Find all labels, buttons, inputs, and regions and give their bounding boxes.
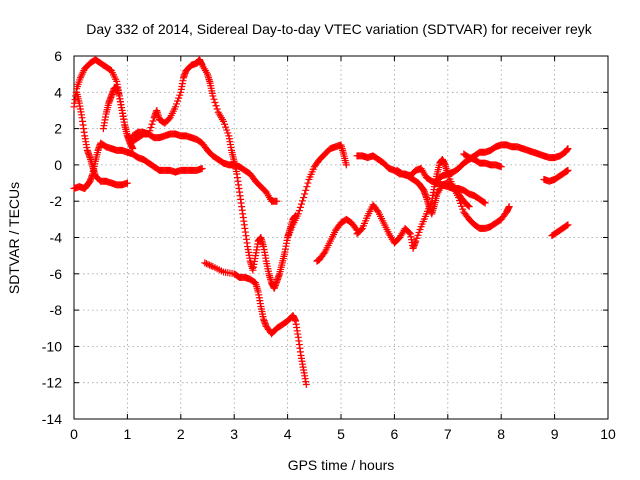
x-tick-label: 10 [600, 426, 616, 442]
series-track-12 [433, 141, 572, 183]
y-tick-label: -10 [42, 338, 62, 354]
data-point [302, 186, 310, 194]
data-point [202, 260, 210, 268]
data-point [295, 207, 303, 215]
series-track-14 [540, 166, 572, 185]
data-point [342, 161, 350, 169]
data-point [204, 260, 212, 268]
y-tick-label: -12 [42, 375, 62, 391]
data-point [299, 197, 307, 205]
axis-ticks [73, 55, 609, 420]
data-point [320, 249, 328, 257]
data-point [464, 202, 472, 210]
data-point [505, 203, 513, 211]
data-point [201, 259, 209, 267]
x-tick-label: 3 [230, 426, 238, 442]
y-tick-label: -14 [42, 411, 62, 427]
y-axis-tick-labels: 6 4 2 0 -2 -4 -6 -8 -10 -12 -14 [42, 48, 62, 427]
data-point [198, 165, 206, 173]
data-point [497, 163, 505, 171]
data-point [206, 261, 214, 269]
y-tick-label: 4 [54, 84, 62, 100]
data-point [304, 179, 312, 187]
data-point [147, 124, 155, 132]
y-tick-label: -6 [50, 266, 63, 282]
data-point [273, 197, 281, 205]
series-track-15 [548, 221, 572, 240]
y-tick-label: 6 [54, 48, 62, 64]
data-point [300, 194, 308, 202]
x-tick-label: 4 [284, 426, 292, 442]
x-tick-label: 2 [177, 426, 185, 442]
data-point [213, 105, 221, 113]
data-point [564, 166, 572, 174]
y-tick-label: 2 [54, 121, 62, 137]
data-point [465, 203, 473, 211]
y-tick-label: -4 [50, 230, 63, 246]
data-point [212, 102, 220, 110]
data-point [357, 226, 365, 234]
series-track-8 [313, 215, 361, 265]
data-point [480, 198, 488, 206]
chart-title: Day 332 of 2014, Sidereal Day-to-day VTE… [86, 21, 592, 37]
x-tick-label: 5 [337, 426, 345, 442]
data-point [301, 190, 309, 198]
data-point [296, 203, 304, 211]
data-point [373, 207, 381, 215]
data-point [207, 262, 215, 270]
y-axis-label: SDTVAR / TECUs [6, 182, 22, 294]
x-tick-label: 9 [551, 426, 559, 442]
y-tick-label: 0 [54, 157, 62, 173]
data-point [209, 92, 217, 100]
x-axis-label: GPS time / hours [288, 457, 395, 473]
data-point [302, 381, 310, 389]
series-track-3 [73, 88, 131, 189]
data-point [149, 117, 157, 125]
series-track-4 [99, 56, 300, 292]
series-track-6 [201, 259, 310, 389]
data-point [210, 95, 218, 103]
series-track-2 [70, 139, 206, 192]
data-point [563, 222, 571, 230]
x-axis-tick-labels: 0 1 2 3 4 5 6 7 8 9 10 [70, 426, 616, 442]
y-tick-label: -8 [50, 302, 63, 318]
series-track-13 [460, 150, 505, 171]
x-tick-label: 0 [70, 426, 78, 442]
data-point [297, 200, 305, 208]
x-tick-label: 6 [391, 426, 399, 442]
series-track-7 [284, 141, 350, 241]
data-point [148, 120, 156, 128]
y-tick-label: -2 [50, 193, 63, 209]
data-point [405, 229, 413, 237]
data-point [123, 179, 131, 187]
data-point [211, 98, 219, 106]
series-track-5 [129, 128, 281, 205]
data-point [303, 183, 311, 191]
data-series [70, 56, 572, 389]
data-point [564, 221, 572, 229]
data-point [564, 145, 572, 153]
x-tick-label: 8 [497, 426, 505, 442]
series-track-11 [393, 166, 473, 218]
data-point [294, 210, 302, 218]
data-point [481, 199, 489, 207]
x-tick-label: 7 [444, 426, 452, 442]
x-tick-label: 1 [124, 426, 132, 442]
